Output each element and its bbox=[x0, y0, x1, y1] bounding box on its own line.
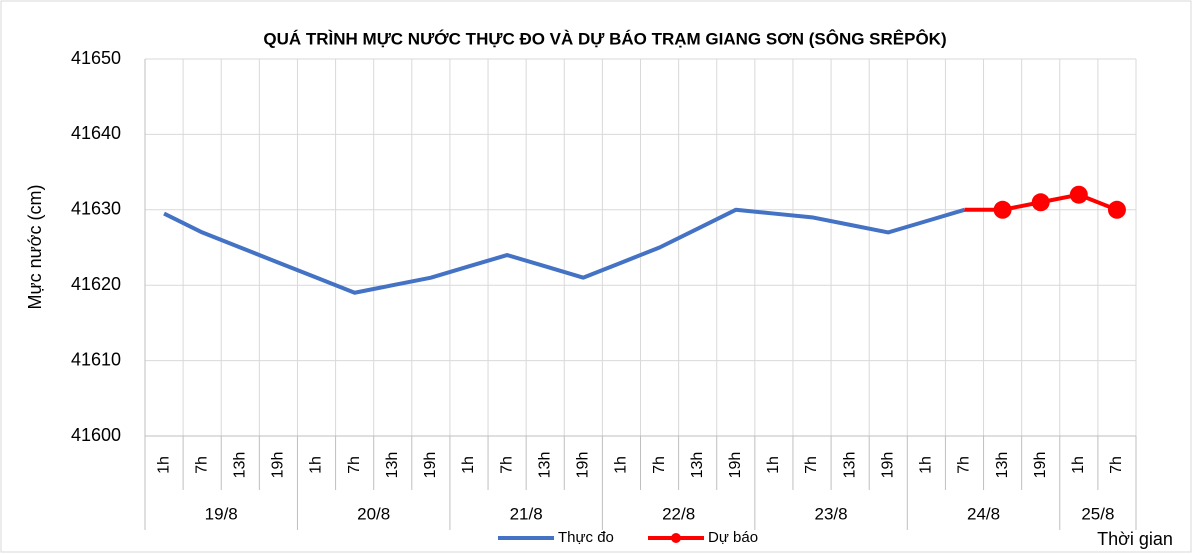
x-tick-label: 13h bbox=[384, 452, 401, 479]
chart-title: QUÁ TRÌNH MỰC NƯỚC THỰC ĐO VÀ DỰ BÁO TRẠ… bbox=[263, 29, 946, 48]
legend-label: Thực đo bbox=[558, 529, 614, 546]
x-tick-label: 7h bbox=[193, 456, 210, 474]
x-tick-label: 7h bbox=[498, 456, 515, 474]
x-tick-label: 19h bbox=[422, 452, 439, 479]
x-group-label: 19/8 bbox=[205, 504, 238, 523]
x-tick-label: 19h bbox=[879, 452, 896, 479]
series-marker bbox=[1107, 200, 1126, 219]
legend-marker bbox=[671, 533, 681, 543]
x-tick-label: 7h bbox=[803, 456, 820, 474]
y-tick-label: 41650 bbox=[71, 48, 121, 68]
x-group-label: 24/8 bbox=[967, 504, 1000, 523]
x-tick-label: 7h bbox=[956, 456, 973, 474]
x-tick-label: 13h bbox=[232, 452, 249, 479]
x-tick-label: 7h bbox=[1108, 456, 1125, 474]
series-line bbox=[163, 207, 966, 295]
y-axis-label: Mực nước (cm) bbox=[25, 185, 45, 310]
y-tick-label: 41640 bbox=[71, 123, 121, 143]
x-tick-label: 13h bbox=[689, 452, 706, 479]
x-group-label: 22/8 bbox=[662, 504, 695, 523]
y-tick-label: 41610 bbox=[71, 349, 121, 369]
x-tick-label: 1h bbox=[918, 456, 935, 474]
x-tick-label: 13h bbox=[536, 452, 553, 479]
x-group-label: 21/8 bbox=[510, 504, 543, 523]
x-tick-label: 19h bbox=[575, 452, 592, 479]
x-tick-label: 7h bbox=[651, 456, 668, 474]
x-tick-label: 19h bbox=[1032, 452, 1049, 479]
x-group-label: 25/8 bbox=[1081, 504, 1114, 523]
x-tick-label: 1h bbox=[1070, 456, 1087, 474]
y-tick-label: 41630 bbox=[71, 199, 121, 219]
x-tick-label: 19h bbox=[270, 452, 287, 479]
x-tick-label: 1h bbox=[460, 456, 477, 474]
x-tick-label: 13h bbox=[841, 452, 858, 479]
series-marker bbox=[993, 200, 1012, 219]
x-tick-label: 1h bbox=[765, 456, 782, 474]
x-group-label: 20/8 bbox=[357, 504, 390, 523]
x-tick-label: 1h bbox=[308, 456, 325, 474]
x-tick-label: 1h bbox=[613, 456, 630, 474]
x-axis-label: Thời gian bbox=[1097, 529, 1173, 549]
x-tick-label: 19h bbox=[727, 452, 744, 479]
y-tick-label: 41600 bbox=[71, 425, 121, 445]
x-tick-label: 13h bbox=[994, 452, 1011, 479]
series-marker bbox=[1069, 185, 1088, 204]
x-group-label: 23/8 bbox=[815, 504, 848, 523]
x-tick-label: 1h bbox=[155, 456, 172, 474]
series-marker bbox=[1031, 193, 1050, 212]
legend-label: Dự báo bbox=[708, 529, 758, 546]
x-tick-label: 7h bbox=[346, 456, 363, 474]
y-tick-label: 41620 bbox=[71, 274, 121, 294]
